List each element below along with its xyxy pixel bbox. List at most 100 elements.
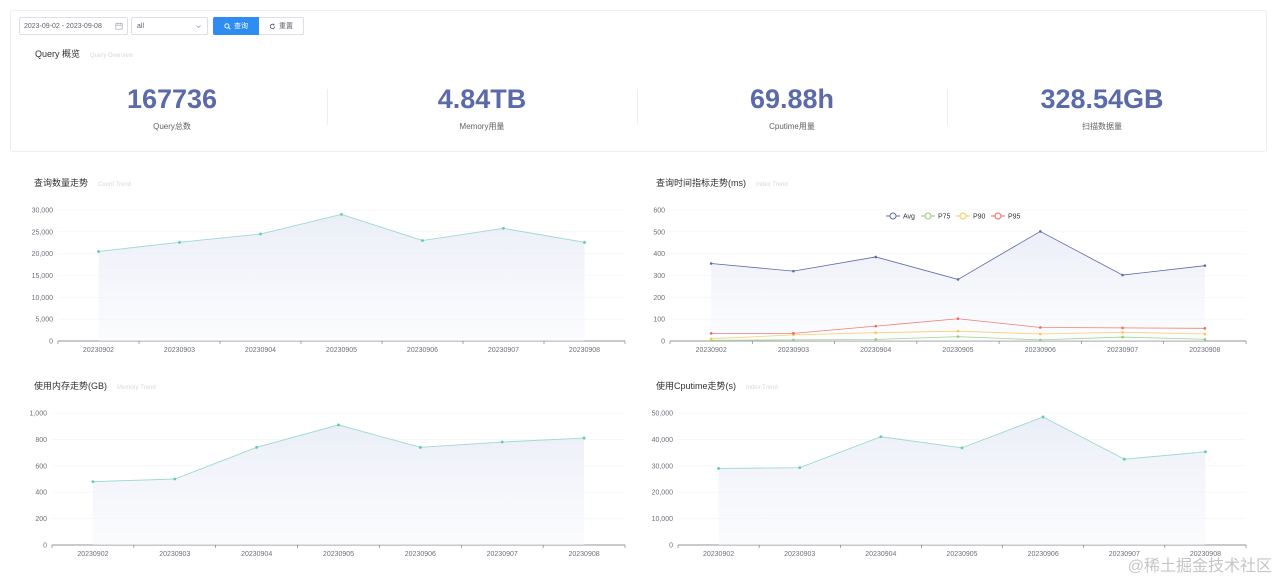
search-icon bbox=[224, 22, 231, 30]
y-tick-label: 600 bbox=[35, 463, 47, 470]
data-point bbox=[1203, 332, 1207, 336]
cputime-trend-title: 使用Cputime走势(s) Index Trend bbox=[656, 379, 778, 392]
data-point bbox=[874, 324, 878, 328]
data-point bbox=[709, 337, 713, 341]
search-button[interactable]: 查询 bbox=[213, 17, 259, 35]
stat-scan-data: 328.54GB 扫描数据量 bbox=[947, 81, 1257, 143]
cluster-select[interactable]: all bbox=[131, 17, 208, 35]
area-fill bbox=[718, 416, 1206, 545]
data-point bbox=[1121, 326, 1124, 330]
x-tick-label: 20230907 bbox=[1107, 347, 1138, 354]
x-tick-label: 20230906 bbox=[1025, 347, 1056, 354]
data-point bbox=[1038, 332, 1042, 336]
reset-button[interactable]: 重置 bbox=[259, 17, 304, 35]
stat-label: Memory用量 bbox=[459, 122, 505, 131]
stat-value: 167736 bbox=[126, 84, 218, 114]
y-tick-label: 400 bbox=[653, 251, 665, 258]
cputime-trend-chart: 0 10,000 20,000 30,000 40,000 50,000 20230902 2… bbox=[652, 411, 1247, 558]
x-tick-label: 20230904 bbox=[245, 347, 276, 354]
x-tick-label: 20230908 bbox=[1190, 551, 1221, 558]
legend-label: P90 bbox=[973, 214, 986, 221]
legend-marker bbox=[959, 212, 967, 220]
y-tick-label: 500 bbox=[653, 229, 665, 236]
data-point bbox=[259, 232, 262, 236]
x-tick-label: 20230907 bbox=[1109, 551, 1140, 558]
x-tick-label: 20230907 bbox=[488, 347, 519, 354]
stat-cputime: 69.88h Cputime用量 bbox=[637, 81, 947, 143]
data-point bbox=[956, 329, 960, 333]
data-point bbox=[1038, 230, 1042, 233]
data-point bbox=[874, 338, 878, 341]
reset-button-label: 重置 bbox=[279, 23, 293, 30]
chart-title: 使用内存走势(GB) bbox=[34, 381, 107, 391]
data-point bbox=[1203, 337, 1207, 341]
chart-title: 查询数量走势 bbox=[34, 178, 89, 188]
y-tick-label: 50,000 bbox=[652, 411, 674, 418]
count-trend-chart: 0 5,000 10,000 15,000 20,000 25,000 30,000 2023… bbox=[32, 208, 626, 354]
data-point bbox=[1203, 264, 1207, 267]
data-point bbox=[502, 226, 505, 230]
date-range-picker[interactable]: 2023-09-02 - 2023-09-08 bbox=[19, 17, 128, 35]
area-fill bbox=[92, 424, 585, 545]
overview-title: Query 概览 Query Overview bbox=[35, 47, 133, 60]
data-point bbox=[1122, 457, 1126, 461]
x-tick-label: 20230903 bbox=[784, 551, 815, 558]
data-point bbox=[500, 440, 504, 444]
y-tick-label: 10,000 bbox=[32, 295, 54, 302]
legend-marker bbox=[924, 212, 932, 220]
x-tick-label: 20230905 bbox=[326, 347, 357, 354]
y-tick-label: 20,000 bbox=[32, 251, 54, 258]
stat-label: Query总数 bbox=[153, 122, 191, 131]
y-tick-label: 30,000 bbox=[32, 208, 54, 215]
data-point bbox=[340, 212, 343, 216]
data-point bbox=[956, 278, 960, 281]
memory-trend-chart: 0 200 400 600 800 1,000 20230902 20230903 202309… bbox=[29, 411, 626, 558]
stat-value: 69.88h bbox=[749, 84, 835, 114]
data-point bbox=[709, 262, 713, 265]
x-tick-label: 20230904 bbox=[860, 347, 891, 354]
y-tick-label: 0 bbox=[661, 339, 665, 346]
index-trend-chart: 0 100 200 300 400 500 600 20230902 20230903 20230… bbox=[653, 208, 1247, 354]
y-tick-label: 1,000 bbox=[29, 411, 47, 418]
data-point bbox=[255, 445, 259, 449]
refresh-icon bbox=[269, 22, 276, 29]
data-point bbox=[178, 240, 181, 244]
data-point bbox=[1038, 338, 1042, 342]
x-tick-label: 20230905 bbox=[946, 551, 977, 558]
legend-label: Avg bbox=[903, 214, 915, 221]
y-tick-label: 0 bbox=[49, 339, 53, 346]
overview-subtitle: Query Overview bbox=[90, 53, 134, 59]
x-tick-label: 20230902 bbox=[83, 347, 114, 354]
legend-marker bbox=[994, 212, 1002, 220]
y-tick-label: 300 bbox=[653, 273, 665, 280]
data-point bbox=[1041, 415, 1045, 419]
search-button-label: 查询 bbox=[234, 23, 248, 30]
y-tick-label: 25,000 bbox=[32, 229, 54, 236]
data-point bbox=[956, 317, 960, 321]
legend-label: P95 bbox=[1008, 214, 1021, 221]
data-point bbox=[1121, 273, 1124, 277]
data-point bbox=[1204, 450, 1207, 454]
stat-memory: 4.84TB Memory用量 bbox=[327, 81, 637, 143]
x-tick-label: 20230906 bbox=[1028, 551, 1059, 558]
y-tick-label: 800 bbox=[35, 437, 47, 444]
chart-subtitle: Count Trend bbox=[98, 182, 132, 188]
chart-title: 查询时间指标走势(ms) bbox=[656, 178, 746, 188]
chevron-down-icon bbox=[196, 25, 201, 29]
data-point bbox=[421, 239, 424, 242]
y-tick-label: 600 bbox=[653, 208, 665, 215]
x-tick-label: 20230902 bbox=[77, 551, 108, 558]
data-point bbox=[1203, 327, 1207, 330]
chart-subtitle: Index Trend bbox=[746, 385, 778, 391]
watermark: @稀土掘金技术社区 bbox=[1127, 558, 1272, 575]
y-tick-label: 100 bbox=[653, 317, 665, 324]
chart-subtitle: Memory Trend bbox=[117, 385, 156, 391]
data-point bbox=[337, 423, 340, 427]
x-tick-label: 20230903 bbox=[778, 347, 809, 354]
data-point bbox=[97, 250, 100, 253]
data-point bbox=[91, 480, 95, 484]
index-trend-title: 查询时间指标走势(ms) Index Trend bbox=[656, 176, 788, 189]
y-tick-label: 20,000 bbox=[652, 490, 674, 497]
data-point bbox=[792, 332, 795, 335]
data-point bbox=[956, 335, 960, 338]
